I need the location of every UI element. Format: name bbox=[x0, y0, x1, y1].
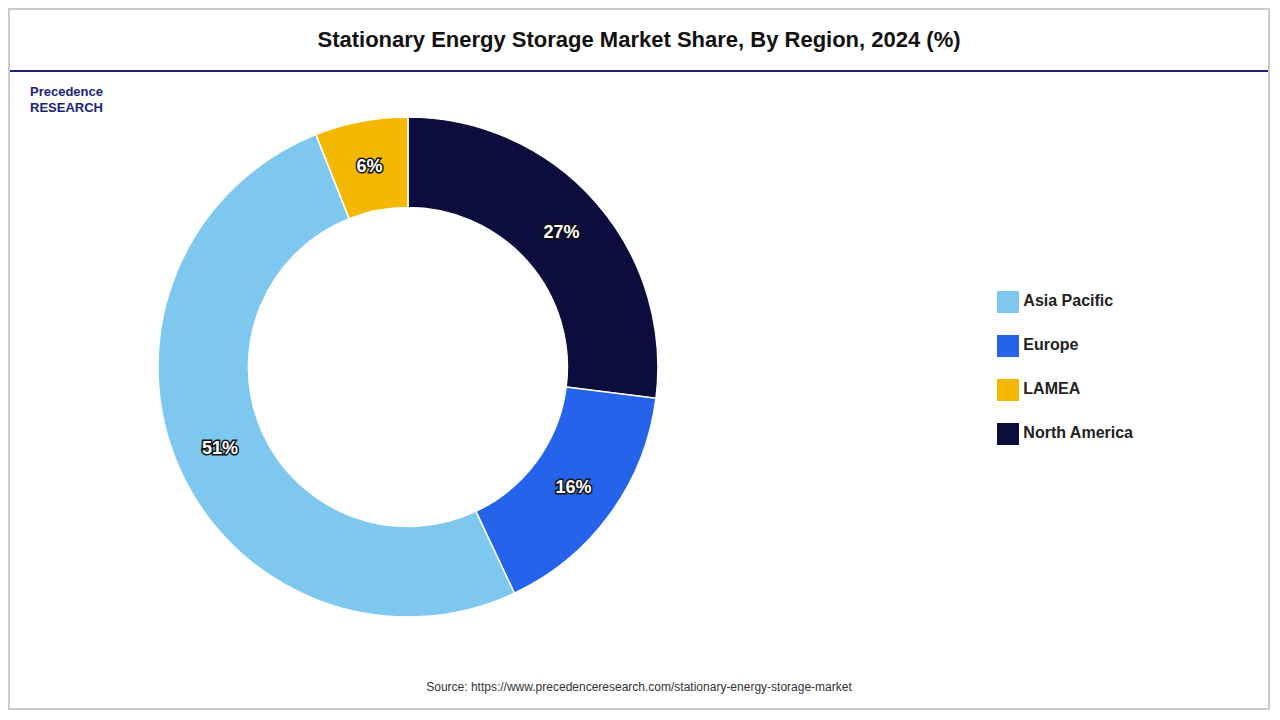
svg-text:51%: 51% bbox=[202, 438, 238, 458]
svg-text:27%: 27% bbox=[544, 222, 580, 242]
html-text:Source: https://www.precedence: Source: https://www.precedenceresearch.c… bbox=[426, 680, 852, 694]
svg-text:6%: 6% bbox=[357, 156, 383, 176]
svg-text:16%: 16% bbox=[556, 477, 592, 497]
html-text:North America: North America bbox=[1023, 424, 1133, 441]
html-text:LAMEA: LAMEA bbox=[1023, 380, 1081, 397]
html-text:Asia Pacific: Asia Pacific bbox=[1023, 292, 1114, 309]
html-text:Precedence RESEARCH: Precedence RESEARCH bbox=[30, 84, 103, 115]
html-text:Europe: Europe bbox=[1023, 336, 1079, 353]
html-text:Stationary Energy Storage Mark: Stationary Energy Storage Market Share, … bbox=[317, 27, 961, 52]
